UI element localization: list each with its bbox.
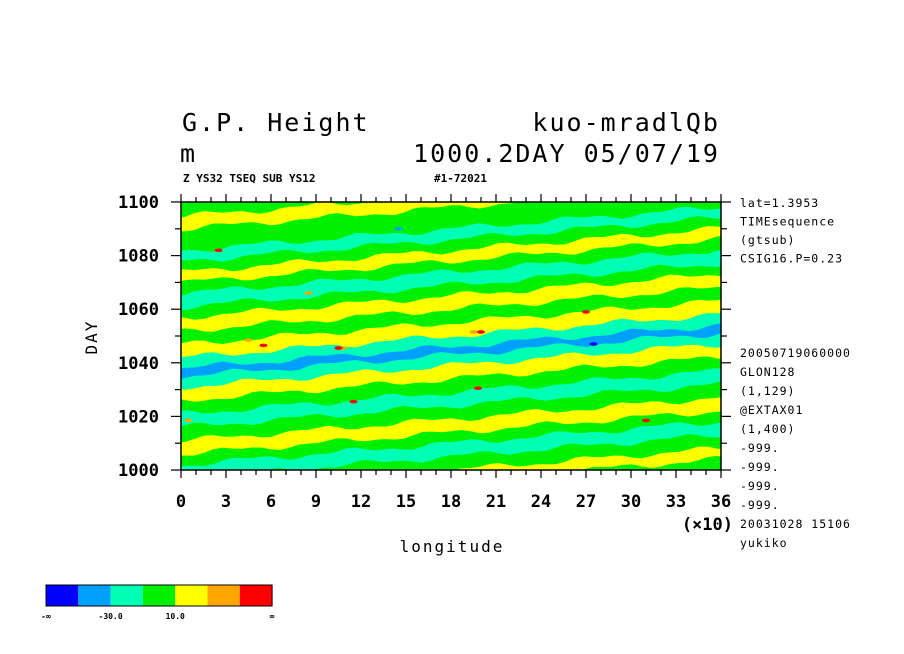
x-tick-label: 12 <box>351 492 371 512</box>
info-line: 20031028 15106 <box>740 517 851 531</box>
colorbar-label: -∞ <box>41 612 51 621</box>
units-label: m <box>180 139 197 168</box>
heatmap-spot <box>334 346 343 350</box>
info-panel-top: lat=1.3953 TIMEsequence (gtsub) CSIG16.P=0.… <box>740 196 843 266</box>
info-line: -999. <box>740 441 780 455</box>
info-line: 20050719060000 <box>740 346 851 360</box>
colorbar-frame <box>45 584 273 607</box>
y-tick-label: 1040 <box>118 354 159 374</box>
colorbar-swatch <box>142 585 176 606</box>
x-tick-label: 21 <box>486 492 506 512</box>
subtitle-right: #1-72021 <box>434 172 487 185</box>
x-tick-label: 0 <box>176 492 186 512</box>
colorbar-swatch <box>78 585 111 606</box>
colorbar: -∞ -30.0 10.0 ∞ <box>41 584 275 621</box>
x-tick-label: 3 <box>221 492 231 512</box>
x-tick-label: 33 <box>666 492 686 512</box>
colorbar-label: -30.0 <box>99 612 123 621</box>
info-line: -999. <box>740 479 780 493</box>
x-tick-label: 6 <box>266 492 276 512</box>
level-date-label: 1000.2DAY 05/07/19 <box>413 139 720 168</box>
heatmap-band <box>450 445 721 470</box>
info-line: (gtsub) <box>740 233 795 247</box>
x-multiplier-label: (×10) <box>682 515 733 535</box>
colorbar-swatch <box>207 585 240 606</box>
y-tick-label: 1060 <box>118 300 159 320</box>
x-tick-label: 36 <box>711 492 731 512</box>
heatmap-band <box>580 455 721 470</box>
info-line: (1,129) <box>740 384 795 398</box>
info-panel-bottom: 20050719060000 GLON128 (1,129) @EXTAX01 (1,4… <box>740 346 851 550</box>
heatmap-spot <box>349 399 358 404</box>
x-tick-label: 18 <box>441 492 461 512</box>
heatmap-spot <box>589 342 598 346</box>
x-tick-label: 15 <box>396 492 416 512</box>
heatmap-spot <box>477 330 485 334</box>
heatmap-spot <box>469 330 478 334</box>
y-tick-label: 1000 <box>118 461 159 481</box>
subtitle-left: Z YS32 TSEQ SUB YS12 <box>183 172 315 185</box>
colorbar-swatch <box>46 585 79 606</box>
heatmap-spot <box>582 343 590 348</box>
y-tick-label: 1020 <box>118 407 159 427</box>
colorbar-label: ∞ <box>270 612 275 621</box>
axis-ticks <box>171 194 731 478</box>
y-tick-label: 1080 <box>118 247 159 267</box>
heatmap-spot <box>474 386 482 391</box>
info-line: (1,400) <box>740 422 795 436</box>
info-line: -999. <box>740 460 780 474</box>
x-tick-label: 27 <box>576 492 596 512</box>
heatmap-spot <box>244 338 253 342</box>
info-line: lat=1.3953 <box>740 196 819 210</box>
x-tick-label: 30 <box>621 492 641 512</box>
heatmap-spot <box>214 248 223 253</box>
heatmap-band <box>181 202 521 232</box>
heatmap-spot <box>642 418 650 423</box>
title-left: G.P. Height <box>182 108 370 137</box>
heatmap-spot <box>259 343 268 348</box>
info-line: GLON128 <box>740 365 795 379</box>
x-tick-label: 24 <box>531 492 551 512</box>
colorbar-swatch <box>239 585 273 606</box>
colorbar-swatch <box>110 585 143 606</box>
y-tick-labels: 1000 1020 1040 1060 1080 1100 <box>118 193 159 481</box>
info-line: -999. <box>740 498 780 512</box>
info-line: @EXTAX01 <box>740 403 803 417</box>
x-tick-labels: 0 3 6 9 12 15 18 21 24 27 30 33 36 <box>176 492 731 512</box>
info-line: TIMEsequence <box>740 215 835 229</box>
info-line: yukiko <box>740 536 788 550</box>
y-tick-label: 1100 <box>118 193 159 213</box>
heatmap-field <box>181 202 721 470</box>
heatmap-spot <box>184 418 193 423</box>
heatmap-spot <box>304 291 313 295</box>
heatmap-spot <box>582 310 590 314</box>
heatmap-spot <box>394 227 403 231</box>
info-line: CSIG16.P=0.23 <box>740 252 843 266</box>
x-tick-label: 9 <box>311 492 321 512</box>
colorbar-label: 10.0 <box>166 612 185 621</box>
colorbar-swatch <box>175 585 208 606</box>
y-axis-title: DAY <box>82 320 101 355</box>
title-right: kuo-mradlQb <box>532 108 720 137</box>
x-axis-title: longitude <box>400 537 505 556</box>
